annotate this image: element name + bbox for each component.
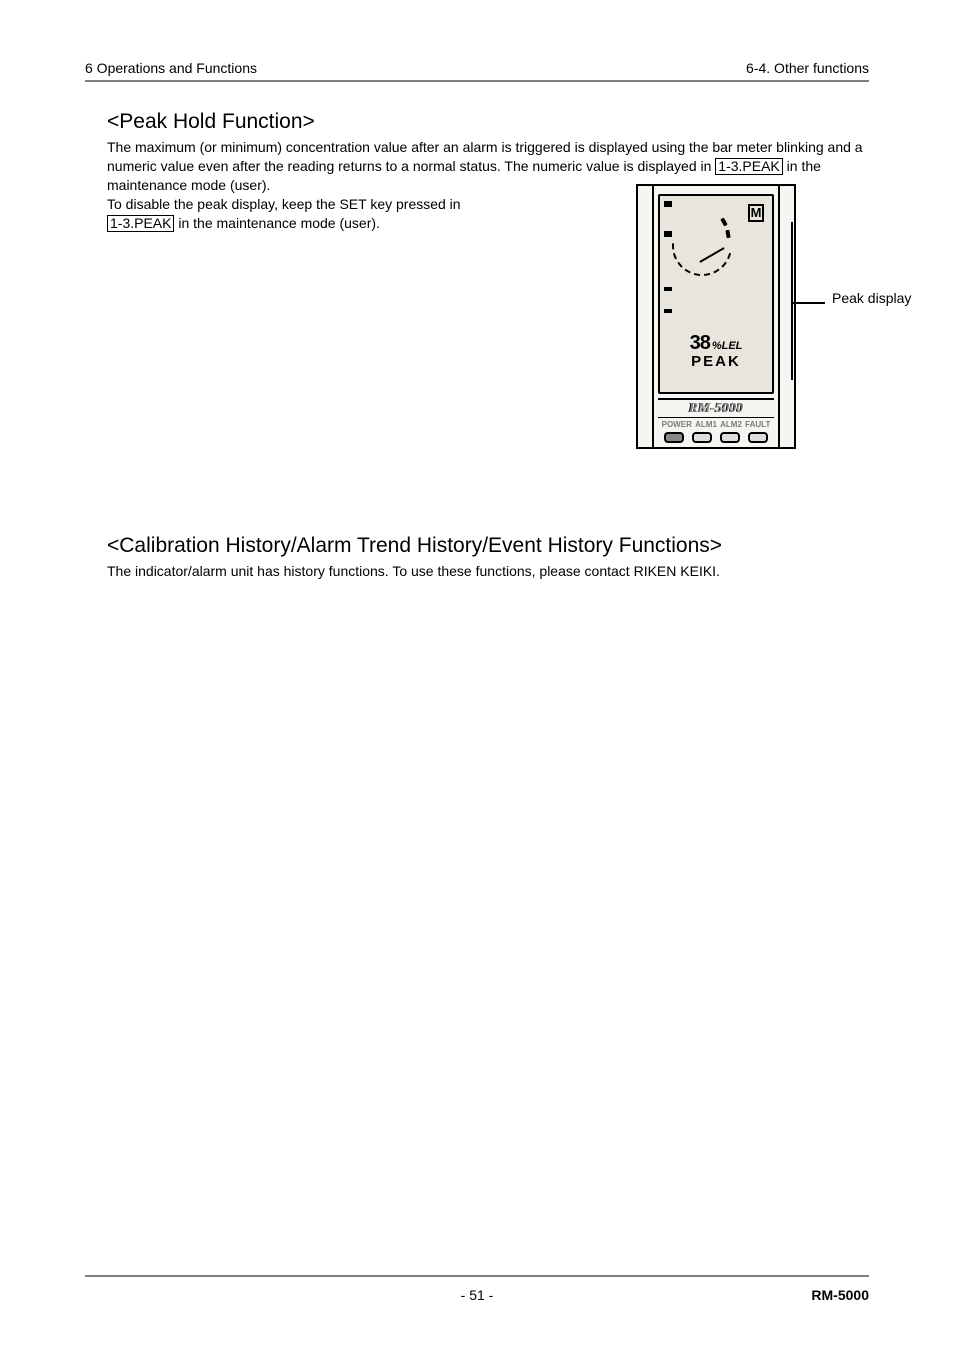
header-right: 6-4. Other functions	[746, 60, 869, 76]
section2-title: <Calibration History/Alarm Trend History…	[107, 534, 869, 558]
footer-rule	[85, 1275, 869, 1277]
led-labels-row: POWER ALM1 ALM2 FAULT	[658, 420, 774, 429]
header-rule	[85, 80, 869, 82]
page-header: 6 Operations and Functions 6-4. Other fu…	[85, 60, 869, 76]
led-label-alm2: ALM2	[720, 420, 742, 429]
device-panel: M 38%LEL PEAK	[636, 184, 796, 449]
led-alm1	[692, 432, 712, 443]
section2-body: The indicator/alarm unit has history fun…	[107, 562, 869, 581]
section1-body2: To disable the peak display, keep the SE…	[107, 195, 547, 233]
footer-model: RM-5000	[811, 1287, 869, 1303]
peak-hold-section: <Peak Hold Function> The maximum (or min…	[107, 110, 869, 232]
bar-seg	[664, 201, 672, 207]
led-row	[658, 432, 774, 443]
callout-line	[791, 300, 825, 328]
led-alm2	[720, 432, 740, 443]
device-figure: M 38%LEL PEAK	[636, 184, 796, 449]
gauge-arc	[670, 214, 734, 274]
ref-box-1: 1-3.PEAK	[715, 158, 782, 175]
callout-label: Peak display	[832, 290, 911, 306]
page-number: - 51 -	[461, 1287, 494, 1303]
history-section: <Calibration History/Alarm Trend History…	[107, 534, 869, 581]
para2b: in the maintenance mode (user).	[174, 215, 379, 231]
led-label-alm1: ALM1	[695, 420, 717, 429]
m-indicator: M	[748, 204, 764, 222]
reading-value: 38	[690, 332, 710, 354]
peak-reading: 38%LEL PEAK	[660, 332, 772, 370]
arc-dash	[660, 204, 744, 288]
footer-row: - 51 - RM-5000	[85, 1287, 869, 1303]
led-label-fault: FAULT	[745, 420, 770, 429]
led-fault	[748, 432, 768, 443]
page: 6 Operations and Functions 6-4. Other fu…	[0, 0, 954, 1351]
led-power	[664, 432, 684, 443]
reading-row: 38%LEL	[660, 332, 772, 355]
para2a: To disable the peak display, keep the SE…	[107, 196, 461, 212]
callout-leader	[791, 302, 825, 304]
model-label: RM-5000	[658, 398, 774, 418]
lcd-screen: M 38%LEL PEAK	[658, 194, 774, 394]
arc-tick	[725, 230, 730, 239]
led-label-power: POWER	[662, 420, 692, 429]
content-area: <Peak Hold Function> The maximum (or min…	[85, 110, 869, 581]
bar-seg	[664, 309, 672, 313]
header-left: 6 Operations and Functions	[85, 60, 257, 76]
bar-seg	[664, 287, 672, 291]
peak-label: PEAK	[660, 353, 772, 370]
reading-unit: %LEL	[712, 340, 743, 352]
section1-title: <Peak Hold Function>	[107, 110, 869, 134]
ref-box-2: 1-3.PEAK	[107, 215, 174, 232]
page-footer: - 51 - RM-5000	[85, 1275, 869, 1303]
